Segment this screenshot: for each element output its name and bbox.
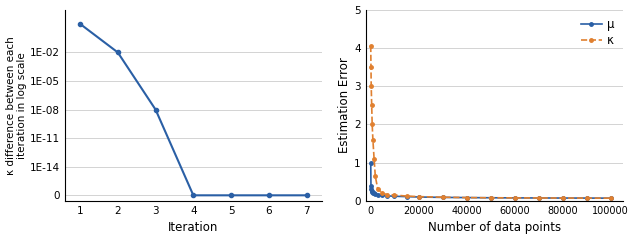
κ [487,196,494,199]
κ [415,195,422,198]
μ [439,196,446,199]
μ [368,189,375,192]
μ [535,197,543,199]
κ [367,66,375,68]
μ [378,194,386,197]
κ [463,196,471,199]
κ [370,157,378,160]
κ [374,187,382,190]
μ [558,197,566,199]
κ [391,194,398,197]
κ [607,197,614,200]
μ [371,192,379,195]
μ [415,196,422,198]
μ [607,197,614,200]
Line: μ: μ [369,161,612,200]
X-axis label: Number of data points: Number of data points [427,222,561,234]
Y-axis label: Estimation Error: Estimation Error [338,57,352,153]
X-axis label: Iteration: Iteration [168,222,219,234]
κ [535,197,543,199]
μ [374,193,382,196]
μ [463,196,471,199]
κ [371,175,379,178]
μ [511,197,518,199]
κ [439,196,446,199]
μ [367,161,375,164]
μ [369,191,377,194]
κ [368,123,376,126]
μ [384,194,391,197]
μ [391,195,398,198]
κ [384,193,391,196]
κ [558,197,566,199]
μ [403,195,410,198]
Y-axis label: κ difference between each
iteration in log scale: κ difference between each iteration in l… [6,36,27,175]
μ [367,185,375,188]
μ [370,192,378,195]
μ [368,190,376,193]
μ [368,187,375,190]
κ [367,44,375,47]
κ [511,197,518,199]
μ [487,196,494,199]
κ [368,104,375,107]
κ [378,192,386,195]
κ [368,85,375,88]
Legend: μ, κ: μ, κ [576,13,619,52]
κ [403,195,410,198]
μ [583,197,590,199]
κ [583,197,590,199]
Line: κ: κ [369,44,612,200]
κ [369,138,377,141]
